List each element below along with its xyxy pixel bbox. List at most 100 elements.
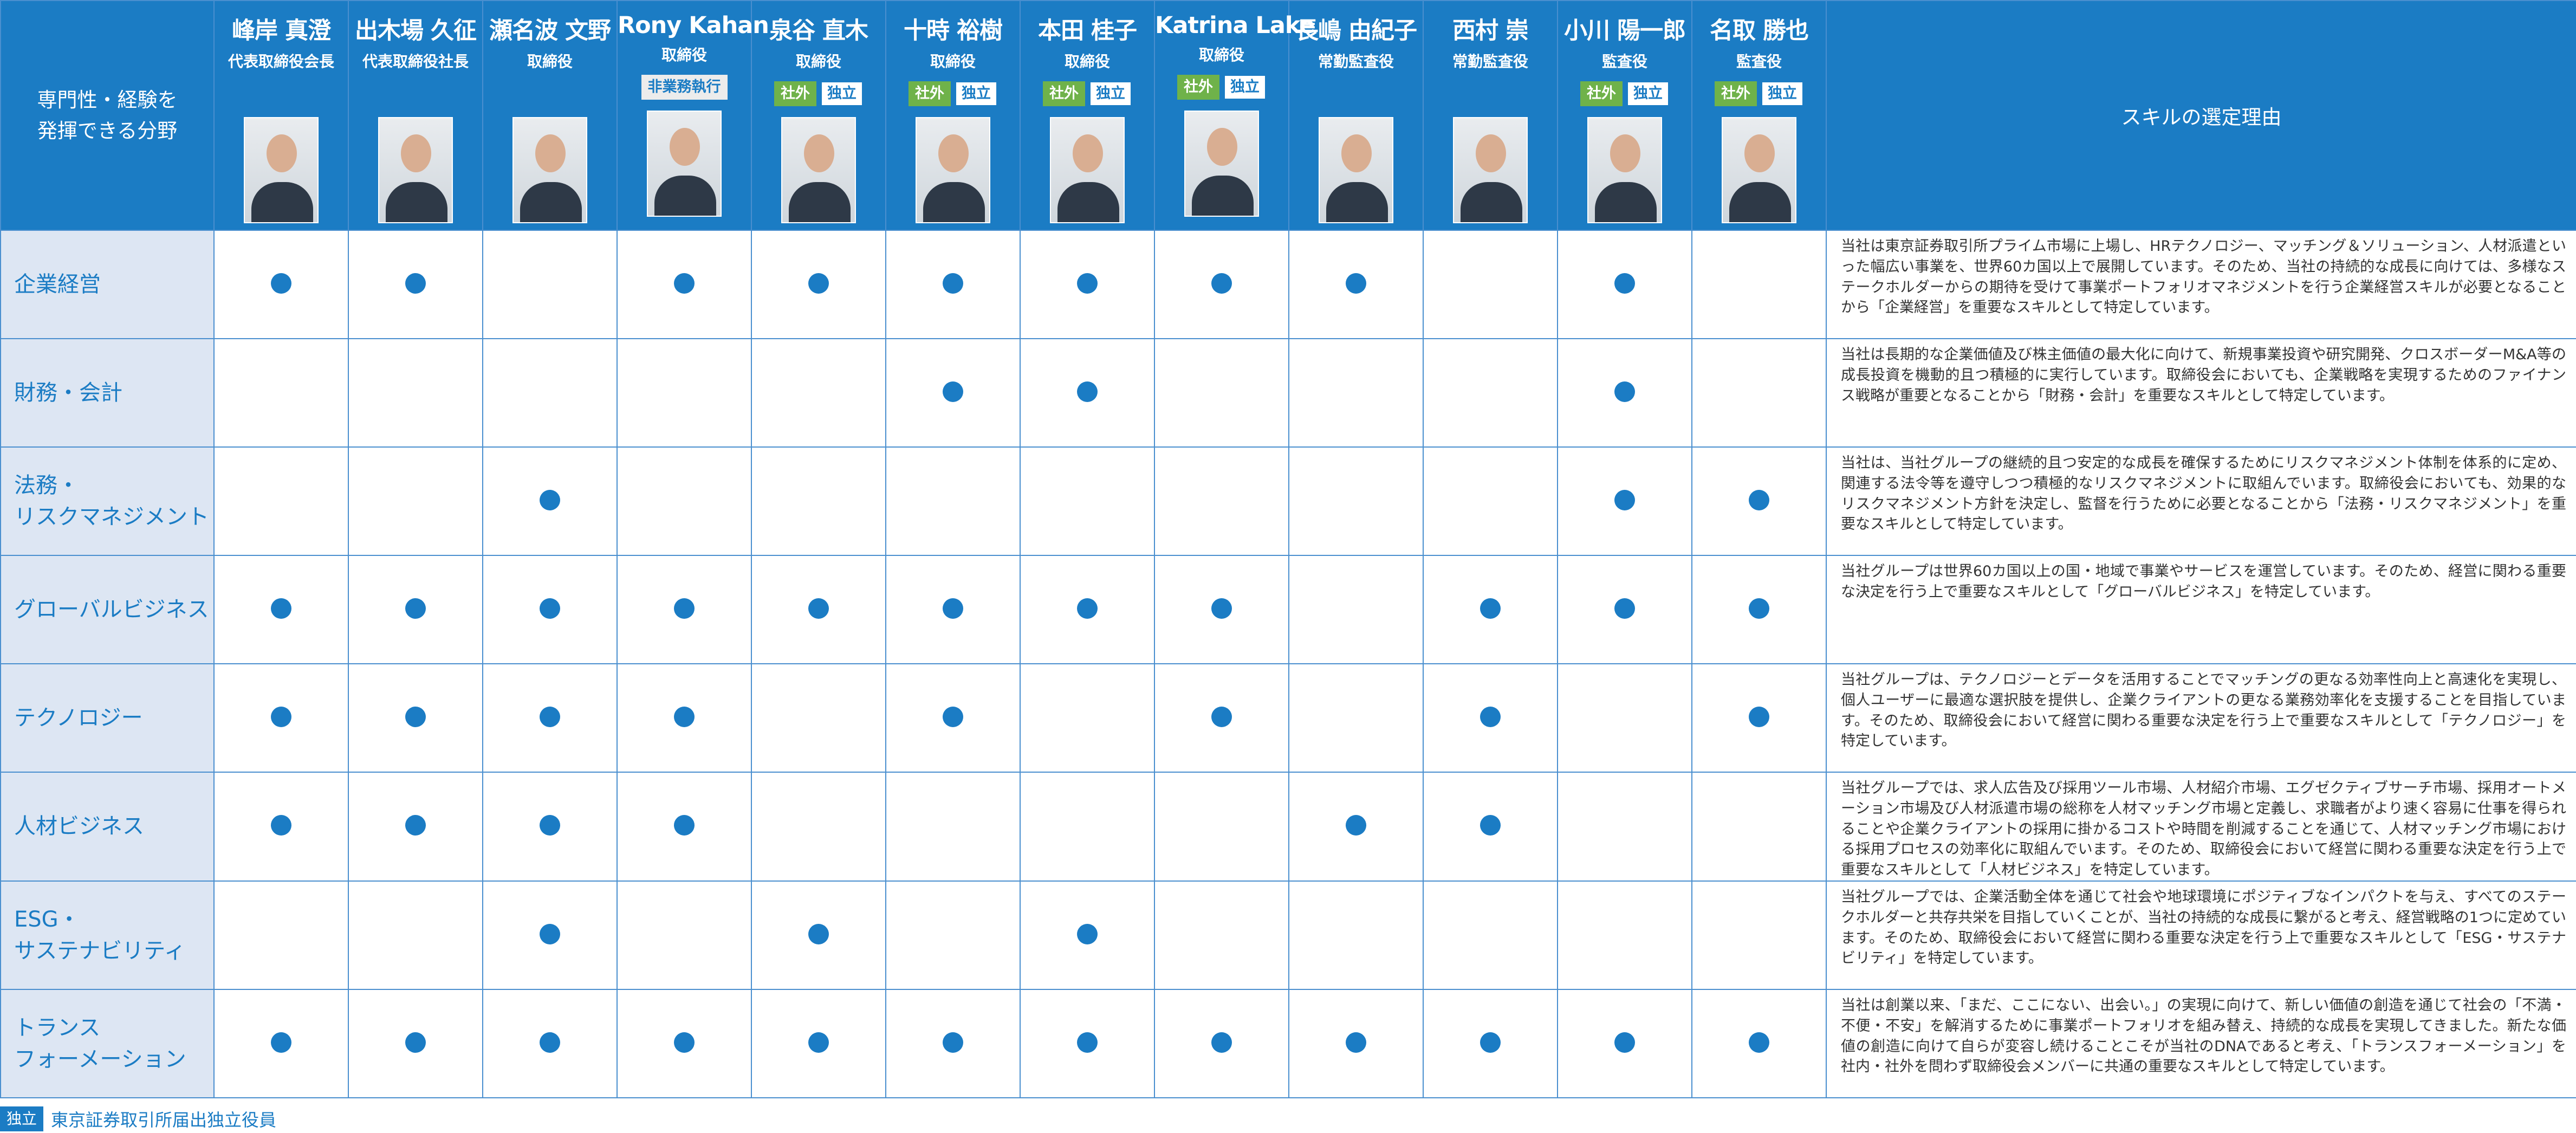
skill-cell	[1691, 446, 1827, 556]
portrait-head	[1744, 134, 1775, 172]
member-role: 常勤監査役	[1318, 53, 1394, 70]
skill-dot-icon	[674, 707, 695, 727]
member-header: Rony Kahan 取締役 非業務執行	[617, 0, 769, 231]
skill-dot-icon	[674, 598, 695, 619]
portrait-body	[1595, 182, 1657, 222]
skill-cell	[751, 663, 886, 773]
skill-cell	[1423, 772, 1558, 882]
member-name: 西村 崇	[1452, 17, 1529, 44]
skill-cell	[1288, 663, 1424, 773]
skill-reason: 当社は、当社グループの継続的且つ安定的な成長を確保するためにリスクマネジメント体…	[1826, 446, 2576, 556]
independent-badge: 独立	[1627, 81, 1669, 106]
skill-cell	[1154, 988, 1289, 1098]
skill-cell	[885, 555, 1021, 664]
skill-cell	[1288, 338, 1424, 448]
skill-label: 企業経営	[0, 230, 215, 339]
member-badges	[483, 77, 617, 111]
portrait-body	[520, 182, 582, 222]
portrait-body	[1192, 176, 1254, 216]
skill-cell	[213, 663, 349, 773]
skill-cell	[1423, 663, 1558, 773]
skill-cell	[1557, 880, 1692, 990]
member-role: 代表取締役社長	[362, 53, 469, 70]
skill-dot-icon	[540, 923, 560, 944]
skill-dot-icon	[808, 598, 829, 619]
skill-dot-icon	[1346, 815, 1366, 836]
skill-row: トランス フォーメーション 当社は創業以来、「まだ、ここにない、出会い。」の実現に…	[0, 988, 2576, 1098]
member-name: Katrina Lake	[1155, 12, 1315, 39]
skill-dot-icon	[271, 273, 291, 294]
skill-cell	[1423, 555, 1558, 664]
skill-cell	[348, 663, 483, 773]
skill-cell	[617, 555, 752, 664]
non-executive-badge: 非業務執行	[641, 75, 728, 100]
member-name: 長嶋 由紀子	[1295, 17, 1417, 44]
skill-cell	[482, 772, 618, 882]
member-photo	[1050, 117, 1125, 223]
skill-cell	[482, 988, 618, 1098]
skill-dot-icon	[1077, 923, 1098, 944]
independent-badge: 独立	[821, 81, 863, 106]
skill-dot-icon	[271, 707, 291, 727]
skill-cell	[213, 446, 349, 556]
skill-dot-icon	[405, 815, 426, 836]
member-name: 瀬名波 文野	[489, 17, 611, 44]
skill-cell	[213, 230, 349, 339]
skill-cell	[1020, 555, 1155, 664]
member-badges: 社外 独立	[752, 77, 885, 111]
skill-cell	[1020, 446, 1155, 556]
skill-cell	[348, 880, 483, 990]
member-name: 峰岸 真澄	[232, 17, 331, 44]
portrait-head	[1341, 134, 1372, 172]
skill-cell	[1557, 555, 1692, 664]
member-photo	[244, 117, 319, 223]
skill-dot-icon	[1749, 1032, 1769, 1053]
skill-row: 法務・ リスクマネジメント 当社は、当社グループの継続的且つ安定的な成長を確保する…	[0, 446, 2576, 556]
skill-dot-icon	[943, 273, 963, 294]
portrait-body	[1057, 182, 1119, 222]
member-badges: 社外 独立	[1558, 77, 1691, 111]
skill-dot-icon	[540, 490, 560, 510]
skill-cell	[213, 880, 349, 990]
skill-dot-icon	[1346, 273, 1366, 294]
member-role: 取締役	[1064, 53, 1110, 70]
skill-dot-icon	[1614, 598, 1635, 619]
skill-cell	[751, 446, 886, 556]
skill-cell	[482, 230, 618, 339]
skill-cell	[482, 880, 618, 990]
skill-dot-icon	[271, 598, 291, 619]
member-header: 本田 桂子 取締役 社外 独立	[1020, 0, 1155, 231]
outside-badge: 社外	[1043, 81, 1085, 106]
member-photo	[1453, 117, 1528, 223]
portrait-body	[654, 176, 716, 216]
skill-cell	[751, 555, 886, 664]
skill-cell	[1288, 555, 1424, 664]
skill-row: ESG・ サステナビリティ 当社グループでは、企業活動全体を通じて社会や地球環境に…	[0, 880, 2576, 990]
independent-badge: 独立	[1224, 75, 1266, 100]
portrait-head	[1207, 128, 1237, 166]
skill-row: 人材ビジネス 当社グループでは、求人広告及び採用ツール市場、人材紹介市場、エグゼク…	[0, 772, 2576, 882]
header-row: 専門性・経験を 発揮できる分野 峰岸 真澄 代表取締役会長 出木場 久征 代表取締役社…	[0, 0, 2576, 231]
skill-cell	[1423, 230, 1558, 339]
skill-cell	[1154, 772, 1289, 882]
skill-reason: 当社グループでは、求人広告及び採用ツール市場、人材紹介市場、エグゼクティブサーチ…	[1826, 772, 2576, 882]
member-badges	[1289, 77, 1423, 111]
skill-label: 法務・ リスクマネジメント	[0, 446, 215, 556]
skill-dot-icon	[1480, 1032, 1501, 1053]
skill-label: 財務・会計	[0, 338, 215, 448]
member-header: 出木場 久征 代表取締役社長	[348, 0, 483, 231]
skill-dot-icon	[540, 598, 560, 619]
skill-cell	[213, 338, 349, 448]
skill-cell	[1691, 880, 1827, 990]
member-name: 名取 勝也	[1710, 17, 1809, 44]
outside-badge: 社外	[1177, 75, 1219, 100]
skill-dot-icon	[943, 707, 963, 727]
skill-reason: 当社グループは世界60カ国以上の国・地域で事業やサービスを運営しています。そのた…	[1826, 555, 2576, 664]
member-role: 監査役	[1601, 53, 1647, 70]
member-photo	[1587, 117, 1662, 223]
skill-reason: 当社グループは、テクノロジーとデータを活用することでマッチングの更なる効率性向上…	[1826, 663, 2576, 773]
member-photo	[781, 117, 856, 223]
skill-dot-icon	[943, 381, 963, 402]
portrait-head	[267, 134, 297, 172]
member-header: Katrina Lake 取締役 社外 独立	[1154, 0, 1315, 231]
